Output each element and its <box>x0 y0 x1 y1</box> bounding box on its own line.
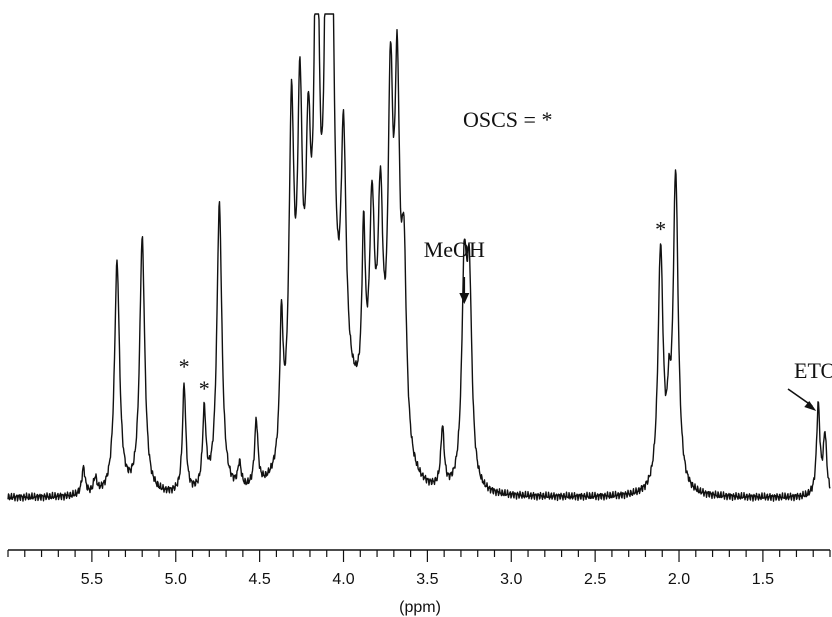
oscs-marker: * <box>655 216 666 241</box>
x-tick-label: 3.0 <box>500 571 522 588</box>
meoh-arrow-head <box>459 293 470 304</box>
x-tick-label: 3.5 <box>416 571 438 588</box>
spectrum-line <box>7 13 831 502</box>
spectrum-curve-layer <box>7 13 831 502</box>
x-tick-label: 2.0 <box>668 571 690 588</box>
oscs-legend-note: OSCS = * <box>463 107 552 132</box>
meoh-label: MeOH <box>424 237 485 262</box>
x-axis-ticks <box>7 550 831 562</box>
peak-annotations: MeOH ETOH * * * <box>179 216 832 411</box>
oscs-marker: * <box>179 354 190 379</box>
x-tick-label: 5.0 <box>165 571 187 588</box>
etoh-arrow-head <box>804 401 817 411</box>
x-axis-tick-labels: 5.5 5.0 4.5 4.0 3.5 3.0 2.5 2.0 1.5 <box>81 571 774 588</box>
x-tick-label: 5.5 <box>81 571 103 588</box>
x-axis-title: (ppm) <box>399 599 441 616</box>
x-tick-label: 4.5 <box>249 571 271 588</box>
x-tick-label: 2.5 <box>584 571 606 588</box>
oscs-marker: * <box>199 376 210 401</box>
x-tick-label: 4.0 <box>332 571 354 588</box>
etoh-label: ETOH <box>794 358 832 383</box>
x-tick-label: 1.5 <box>752 571 774 588</box>
